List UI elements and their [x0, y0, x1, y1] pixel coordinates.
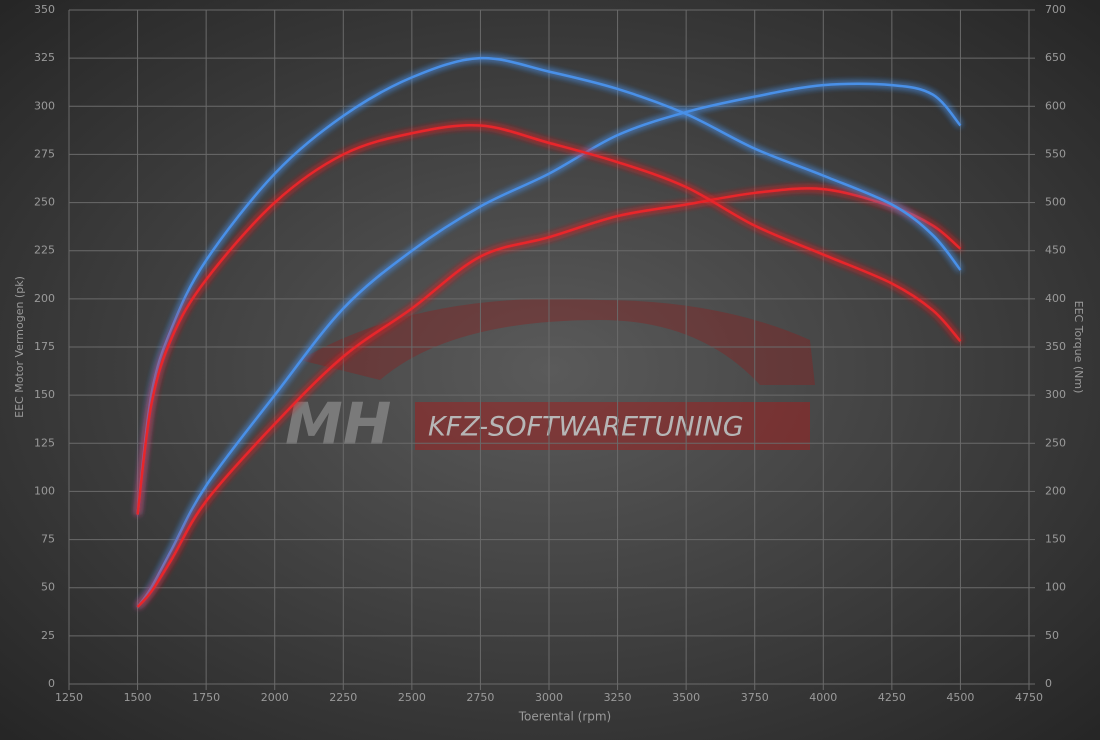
x-tick-label: 2000 [261, 691, 289, 704]
series-line [136, 56, 962, 515]
y-axis-label: EEC Motor Vermogen (pk) [13, 276, 26, 418]
x-tick-label: 1250 [55, 691, 83, 704]
y-tick-label: 350 [34, 3, 55, 16]
x-tick-label: 2250 [329, 691, 357, 704]
x-tick-label: 3750 [741, 691, 769, 704]
y-tick-label: 50 [41, 581, 55, 594]
x-tick-label: 4000 [809, 691, 837, 704]
y-tick-label: 250 [34, 196, 55, 209]
y2-tick-label: 650 [1045, 51, 1066, 64]
y-tick-label: 300 [34, 99, 55, 112]
x-tick-label: 1750 [192, 691, 220, 704]
x-tick-label: 4250 [878, 691, 906, 704]
y-tick-label: 125 [34, 436, 55, 449]
y2-tick-label: 0 [1045, 677, 1052, 690]
y2-tick-label: 200 [1045, 484, 1066, 497]
x-tick-label: 4500 [946, 691, 974, 704]
series-line [136, 187, 962, 608]
y-tick-label: 275 [34, 147, 55, 160]
y2-tick-label: 700 [1045, 3, 1066, 16]
y-tick-label: 225 [34, 244, 55, 257]
y2-tick-label: 550 [1045, 147, 1066, 160]
x-tick-label: 3500 [672, 691, 700, 704]
y2-tick-label: 450 [1045, 244, 1066, 257]
y-tick-label: 150 [34, 388, 55, 401]
x-tick-label: 2750 [466, 691, 494, 704]
y2-tick-label: 300 [1045, 388, 1066, 401]
x-tick-label: 1500 [124, 691, 152, 704]
y2-tick-label: 50 [1045, 629, 1059, 642]
x-tick-label: 2500 [398, 691, 426, 704]
y2-tick-label: 400 [1045, 292, 1066, 305]
y-tick-label: 75 [41, 533, 55, 546]
y-tick-label: 25 [41, 629, 55, 642]
y2-tick-label: 150 [1045, 533, 1066, 546]
y2-tick-label: 250 [1045, 436, 1066, 449]
y-tick-label: 175 [34, 340, 55, 353]
x-tick-label: 3250 [604, 691, 632, 704]
series-line [136, 82, 962, 608]
y-tick-label: 100 [34, 484, 55, 497]
y-tick-label: 325 [34, 51, 55, 64]
y2-axis-label: EEC Torque (Nm) [1072, 301, 1085, 394]
x-axis-label: Toerental (rpm) [518, 710, 611, 724]
watermark-text: KFZ-SOFTWARETUNING [428, 412, 744, 443]
series-line [136, 123, 962, 515]
y2-tick-label: 350 [1045, 340, 1066, 353]
y2-tick-label: 600 [1045, 99, 1066, 112]
y-tick-label: 200 [34, 292, 55, 305]
y2-tick-label: 500 [1045, 196, 1066, 209]
watermark-mh: MH [285, 390, 391, 458]
x-tick-label: 3000 [535, 691, 563, 704]
y-tick-label: 0 [48, 677, 55, 690]
y2-tick-label: 100 [1045, 581, 1066, 594]
x-tick-label: 4750 [1015, 691, 1043, 704]
